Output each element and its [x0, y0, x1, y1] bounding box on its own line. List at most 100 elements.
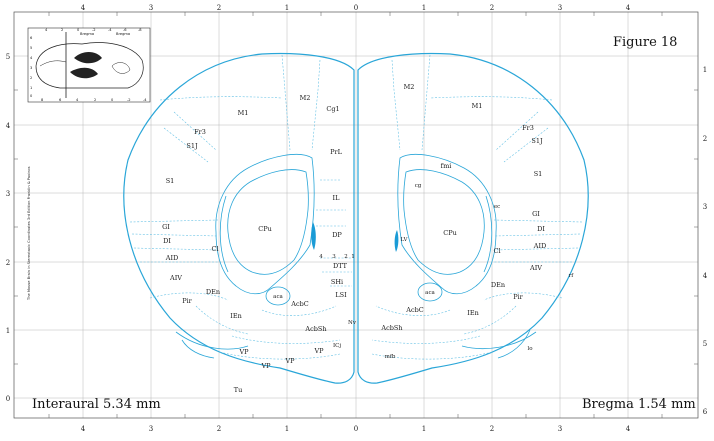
inset-bottom-tick: 8	[41, 98, 44, 102]
inset-top-tick: -4	[108, 28, 112, 32]
top-tick: 3	[558, 4, 562, 12]
region-labels: M2 M2 M1 M1 Cg1 PrL IL DP Fr3 Fr3 S1J S1…	[162, 83, 574, 394]
label-lsi: LSI	[335, 291, 347, 299]
inset-left-tick: 2	[30, 76, 32, 80]
right-lo-tract	[497, 329, 531, 359]
label-gi-right: GI	[532, 210, 540, 218]
figure-frame	[13, 11, 699, 419]
label-den-right: DEn	[491, 281, 505, 289]
inset-top-tick: -6	[123, 28, 127, 32]
label-layer-2: 2	[344, 254, 348, 260]
left-anterior-commissure	[265, 286, 291, 306]
right-lateral-ventricle	[394, 230, 399, 252]
right-tick: 6	[703, 408, 708, 416]
inset-top-tick: -2	[92, 28, 96, 32]
inset-bregma-label: Bregma	[116, 32, 130, 36]
label-nv: Nv	[348, 320, 357, 326]
left-tick: 5	[6, 53, 10, 61]
left-tick: 1	[6, 327, 10, 335]
right-olfactory-rim	[461, 331, 537, 349]
left-claustrum-line	[219, 195, 229, 273]
sagittal-inset: Bregma Bregma 4 2 0 -2 -4 -6 -8 8 6 4 2 …	[27, 27, 151, 103]
label-cpu-left: CPu	[258, 225, 272, 233]
top-tick: 3	[149, 4, 153, 12]
bottom-tick: 1	[422, 425, 426, 433]
inset-left-tick: 4	[30, 56, 33, 60]
inset-top-tick: -8	[138, 28, 142, 32]
top-axis-labels: 4 3 2 1 0 1 2 3 4	[81, 4, 631, 12]
label-tu: Tu	[234, 386, 243, 394]
inset-left-tick: 6	[30, 36, 33, 40]
label-fmi: fmi	[441, 162, 452, 170]
label-pir-right: Pir	[513, 293, 523, 301]
label-cpu-right: CPu	[443, 229, 457, 237]
label-m1-right: M1	[472, 102, 483, 110]
label-m2-left: M2	[300, 94, 311, 102]
right-cpu-outline	[403, 169, 485, 275]
label-acbsh-right: AcbSh	[380, 324, 402, 332]
label-aca-left: aca	[273, 294, 283, 300]
label-acbc-right: AcbC	[405, 306, 423, 314]
left-olfactory-rim	[175, 331, 249, 350]
inset-left-tick: 3	[30, 66, 32, 70]
inset-bottom-tick: -4	[143, 98, 147, 102]
label-layer-4: 4	[319, 254, 323, 260]
top-tick: 0	[354, 4, 358, 12]
label-cg1: Cg1	[326, 105, 339, 113]
label-dtt: DTT	[333, 262, 348, 270]
label-layer-1: 1	[351, 254, 355, 260]
bregma-caption: Bregma 1.54 mm	[582, 397, 696, 412]
label-acbsh-left: AcbSh	[304, 325, 326, 333]
label-prl: PrL	[330, 148, 342, 156]
region-boundaries	[129, 54, 583, 360]
inset-bottom-tick: 2	[94, 98, 96, 102]
label-fr3-right: Fr3	[522, 124, 534, 132]
label-aid-left: AID	[165, 254, 178, 262]
label-vp-d: VP	[313, 347, 324, 355]
right-axis-labels: 1 2 3 4 5 6	[703, 66, 708, 416]
top-tick: 2	[217, 4, 221, 12]
bottom-tick: 4	[626, 425, 631, 433]
inset-left-tick: 5	[30, 46, 32, 50]
right-tick: 4	[703, 272, 708, 280]
bottom-tick: 3	[149, 425, 153, 433]
label-rf: rf	[569, 273, 575, 279]
bottom-tick: 0	[354, 425, 358, 433]
inset-left-tick: 0	[30, 94, 33, 98]
label-vp-b: VP	[260, 362, 271, 370]
label-s1j-left: S1J	[186, 142, 198, 150]
label-aca-right: aca	[425, 290, 435, 296]
left-lateral-ventricle	[311, 222, 316, 250]
inset-bottom-tick: -2	[127, 98, 131, 102]
right-white-matter	[397, 153, 497, 295]
right-hemisphere-outline	[357, 52, 589, 384]
label-layer-3: 3	[332, 254, 336, 260]
label-shi: SHi	[331, 278, 343, 286]
top-tick: 1	[422, 4, 426, 12]
label-cl-right: Cl	[493, 247, 500, 255]
label-den-left: DEn	[206, 288, 220, 296]
right-tick: 2	[703, 135, 707, 143]
label-ien-right: IEn	[467, 309, 479, 317]
label-cg: cg	[415, 183, 422, 189]
inset-bregma-label: Bregma	[80, 32, 94, 36]
coordinate-grid	[14, 12, 698, 418]
label-aid-right: AID	[533, 242, 546, 250]
label-ec: ec	[494, 204, 500, 210]
frame-tick-marks	[14, 12, 698, 418]
right-anterior-commissure	[417, 282, 443, 302]
left-cpu-outline	[227, 169, 309, 275]
label-m2-right: M2	[404, 83, 415, 91]
inset-bottom-tick: 6	[59, 98, 62, 102]
label-acbc-left: AcbC	[290, 300, 308, 308]
label-di-left: DI	[163, 237, 171, 245]
bottom-tick: 1	[285, 425, 289, 433]
top-tick: 1	[285, 4, 289, 12]
bottom-tick: 4	[81, 425, 86, 433]
label-aiv-left: AIV	[169, 274, 182, 282]
label-gi-left: GI	[162, 223, 170, 231]
label-di-right: DI	[537, 225, 545, 233]
label-s1-left: S1	[166, 177, 175, 185]
left-white-matter	[215, 153, 315, 295]
